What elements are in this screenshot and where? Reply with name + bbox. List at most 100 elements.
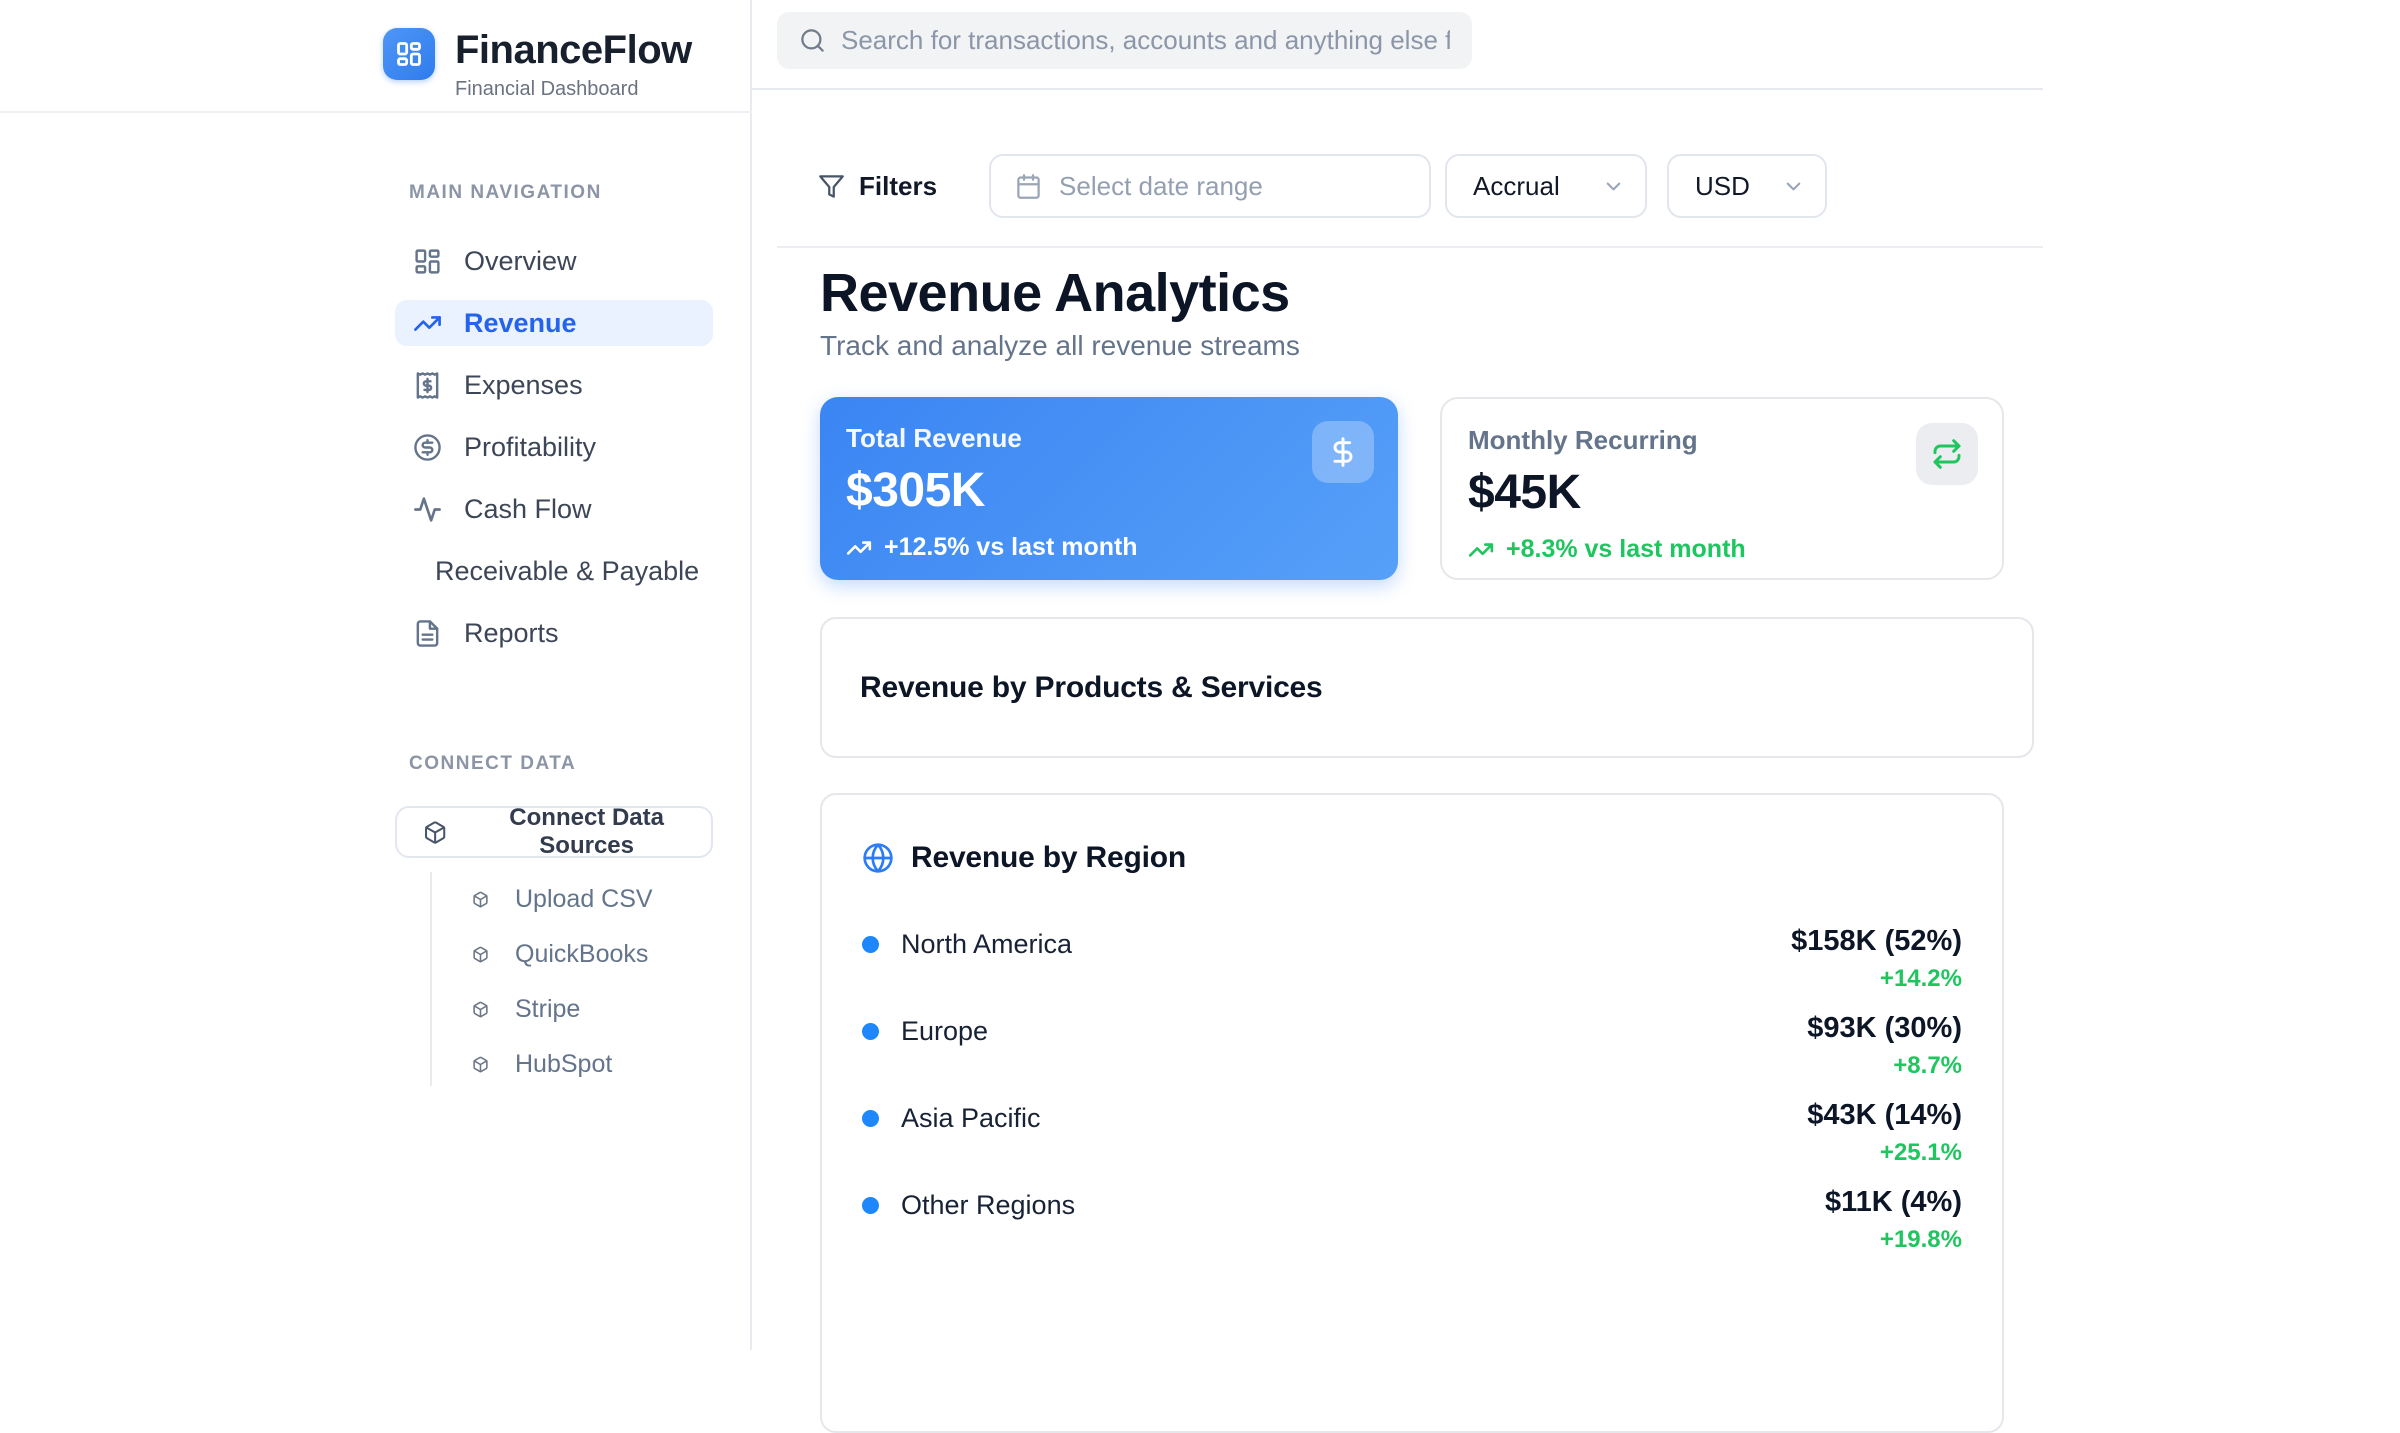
sidebar-item-label: Cash Flow bbox=[464, 493, 592, 524]
sidebar-item-expenses[interactable]: Expenses bbox=[395, 362, 713, 408]
search-icon bbox=[801, 29, 824, 52]
sidebar-item-label: Reports bbox=[464, 617, 559, 648]
connect-source-label: HubSpot bbox=[515, 1050, 613, 1078]
filters-divider bbox=[777, 246, 2043, 248]
sidebar-item-cash-flow[interactable]: Cash Flow bbox=[395, 486, 713, 532]
globe-icon bbox=[863, 843, 893, 873]
date-range-picker[interactable]: Select date range bbox=[989, 154, 1432, 218]
search-input[interactable] bbox=[841, 25, 1450, 56]
sidebar: FinanceFlow Financial Dashboard MAIN NAV… bbox=[0, 0, 752, 1350]
box-icon bbox=[425, 820, 446, 844]
region-value: $158K (52%) bbox=[1791, 925, 1962, 957]
accounting-basis-select[interactable]: Accrual bbox=[1445, 154, 1648, 218]
region-delta: +8.7% bbox=[1893, 1052, 1962, 1079]
metric-label: Monthly Recurring bbox=[1468, 425, 1698, 455]
region-delta: +25.1% bbox=[1879, 1139, 1962, 1166]
sidebar-item-overview[interactable]: Overview bbox=[395, 238, 713, 284]
connect-sources-list: Upload CSV QuickBooks Stripe HubSpot bbox=[472, 872, 653, 1092]
receipt-icon bbox=[416, 371, 439, 399]
sidebar-item-label: Revenue bbox=[464, 307, 577, 338]
sidebar-item-label: Overview bbox=[464, 245, 577, 276]
metric-value: $45K bbox=[1468, 466, 1581, 519]
connect-source-upload-csv[interactable]: Upload CSV bbox=[472, 872, 653, 927]
calendar-icon bbox=[1017, 173, 1040, 199]
region-delta: +14.2% bbox=[1879, 965, 1962, 992]
region-dot-icon bbox=[862, 936, 879, 953]
header-divider bbox=[752, 88, 2043, 90]
products-section-title: Revenue by Products & Services bbox=[860, 670, 1323, 704]
region-value: $11K (4%) bbox=[1824, 1186, 1962, 1218]
page-title: Revenue Analytics bbox=[820, 263, 1290, 323]
activity-icon bbox=[414, 496, 441, 522]
connect-source-label: Upload CSV bbox=[515, 885, 653, 913]
connect-button-label: Connect Data Sources bbox=[509, 804, 664, 859]
currency-select[interactable]: USD bbox=[1667, 154, 1828, 218]
revenue-by-region-card: Revenue by Region North America $158K (5… bbox=[820, 793, 2004, 1433]
sidebar-divider bbox=[0, 111, 752, 113]
metric-delta-text: +12.5% vs last month bbox=[884, 533, 1138, 561]
page-subtitle: Track and analyze all revenue streams bbox=[820, 330, 1300, 361]
chevron-down-icon bbox=[1786, 182, 1801, 190]
date-range-placeholder: Select date range bbox=[1059, 170, 1263, 201]
region-name: Other Regions bbox=[901, 1190, 1076, 1220]
filters-bar: Filters Select date range Accrual USD bbox=[818, 154, 1828, 218]
trending-up-icon bbox=[846, 540, 872, 555]
sidebar-item-label: Expenses bbox=[464, 369, 583, 400]
main-navigation: Overview Revenue Expenses Profitability … bbox=[395, 238, 713, 672]
chevron-down-icon bbox=[1606, 182, 1621, 190]
currency-value: USD bbox=[1695, 170, 1750, 201]
metric-value: $305K bbox=[846, 464, 985, 517]
funnel-icon bbox=[819, 174, 844, 198]
connect-data-sources-button[interactable]: Connect Data Sources bbox=[395, 804, 713, 859]
region-row-north-america: North America $158K (52%) +14.2% bbox=[862, 925, 1962, 1012]
dashboard-icon bbox=[415, 248, 440, 274]
sidebar-item-profitability[interactable]: Profitability bbox=[395, 424, 713, 470]
region-delta: +19.8% bbox=[1879, 1226, 1962, 1253]
connect-source-label: Stripe bbox=[515, 995, 581, 1023]
connect-sublist-guide bbox=[430, 872, 432, 1086]
nav-section-label: MAIN NAVIGATION bbox=[409, 182, 602, 203]
box-icon bbox=[473, 1056, 488, 1073]
metric-delta-text: +8.3% vs last month bbox=[1506, 535, 1746, 563]
connect-source-quickbooks[interactable]: QuickBooks bbox=[472, 927, 653, 982]
trending-up-icon bbox=[414, 315, 441, 331]
region-row-asia-pacific: Asia Pacific $43K (14%) +25.1% bbox=[862, 1099, 1962, 1186]
region-header: Revenue by Region bbox=[862, 841, 1962, 875]
box-icon bbox=[473, 1001, 488, 1018]
box-icon bbox=[473, 891, 488, 908]
region-value: $93K (30%) bbox=[1807, 1012, 1962, 1044]
filters-label: Filters bbox=[859, 170, 938, 201]
app-tagline: Financial Dashboard bbox=[455, 78, 639, 100]
sidebar-item-revenue[interactable]: Revenue bbox=[395, 300, 713, 346]
sidebar-item-label: Profitability bbox=[464, 431, 597, 462]
metric-delta: +12.5% vs last month bbox=[846, 533, 1138, 562]
sidebar-item-label: Receivable & Payable bbox=[435, 555, 700, 586]
box-icon bbox=[473, 946, 488, 963]
region-list: North America $158K (52%) +14.2% Europe … bbox=[862, 925, 1962, 1273]
region-dot-icon bbox=[862, 1110, 879, 1127]
metric-label: Total Revenue bbox=[846, 423, 1022, 453]
metric-delta: +8.3% vs last month bbox=[1468, 535, 1746, 564]
app-logo-icon bbox=[383, 28, 435, 80]
sidebar-item-reports[interactable]: Reports bbox=[395, 610, 713, 656]
connect-source-label: QuickBooks bbox=[515, 940, 649, 968]
sidebar-item-receivable-payable[interactable]: Receivable & Payable bbox=[395, 548, 713, 594]
region-value: $43K (14%) bbox=[1807, 1099, 1962, 1131]
global-search[interactable] bbox=[777, 12, 1472, 69]
revenue-by-products-card: Revenue by Products & Services bbox=[820, 617, 2034, 758]
connect-source-hubspot[interactable]: HubSpot bbox=[472, 1037, 653, 1092]
region-row-other-regions: Other Regions $11K (4%) +19.8% bbox=[862, 1186, 1962, 1273]
region-row-europe: Europe $93K (30%) +8.7% bbox=[862, 1012, 1962, 1099]
monthly-recurring-card: Monthly Recurring $45K +8.3% vs last mon… bbox=[1440, 397, 2004, 580]
region-dot-icon bbox=[862, 1197, 879, 1214]
region-name: Asia Pacific bbox=[901, 1103, 1041, 1133]
app-title: FinanceFlow bbox=[455, 28, 692, 72]
region-name: Europe bbox=[901, 1016, 989, 1046]
total-revenue-card: Total Revenue $305K +12.5% vs last month bbox=[820, 397, 1398, 580]
file-text-icon bbox=[416, 619, 439, 647]
connect-source-stripe[interactable]: Stripe bbox=[472, 982, 653, 1037]
filters-button[interactable]: Filters bbox=[818, 171, 937, 202]
dollar-sign-icon bbox=[1312, 421, 1374, 483]
repeat-icon bbox=[1916, 423, 1978, 485]
connect-section-label: CONNECT DATA bbox=[409, 753, 577, 774]
